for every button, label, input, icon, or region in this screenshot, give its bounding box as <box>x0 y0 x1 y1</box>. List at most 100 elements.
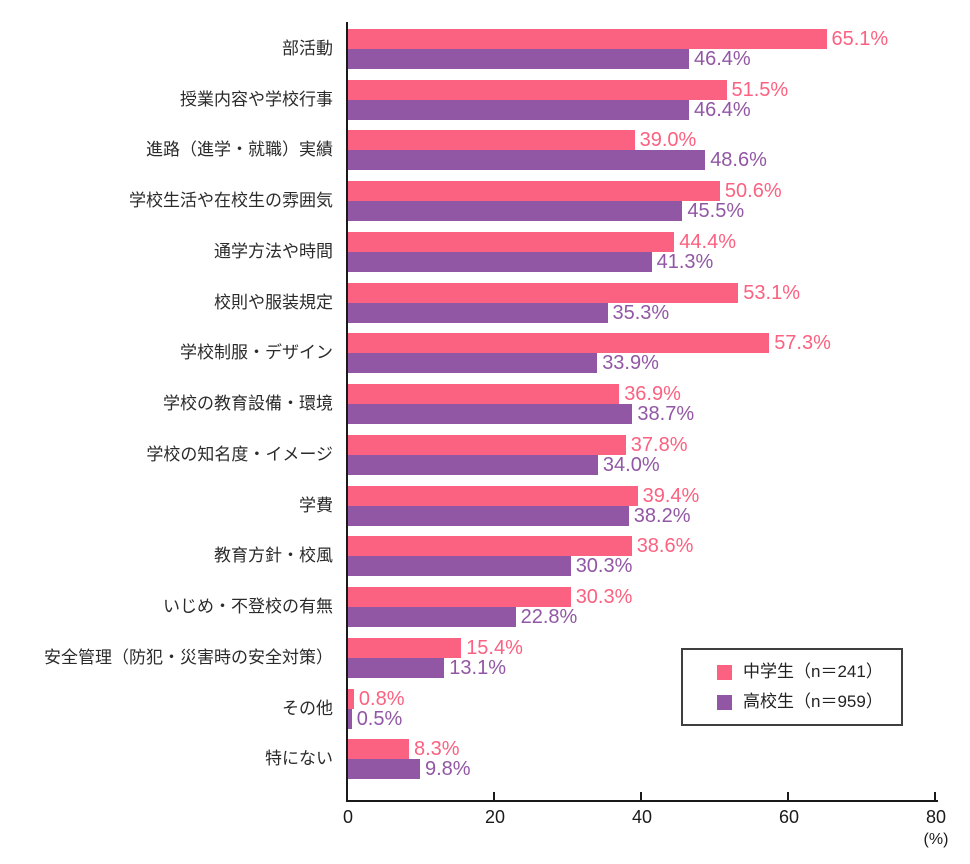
category-label: 進路（進学・就職）実績 <box>146 140 333 160</box>
bar-series-0 <box>348 384 620 405</box>
bar-line-series-0: 36.9% <box>348 383 694 406</box>
category-row: 学校の知名度・イメージ 37.8% 34.0% <box>0 430 970 481</box>
bar-series-0 <box>348 587 571 608</box>
x-axis-tick <box>640 792 642 800</box>
bar-line-series-0: 51.5% <box>348 78 789 101</box>
bar-line-series-0: 65.1% <box>348 27 889 50</box>
category-bars: 8.3% 9.8% <box>348 739 471 781</box>
bar-series-1 <box>348 302 608 323</box>
bar-line-series-0: 38.6% <box>348 535 694 558</box>
bar-line-series-0: 8.3% <box>348 739 471 760</box>
category-bars: 39.4% 38.2% <box>348 484 700 527</box>
bar-line-series-0: 0.8% <box>348 688 404 709</box>
category-label: 学費 <box>299 495 333 515</box>
x-axis-tick <box>493 792 495 800</box>
bar-line-series-0: 50.6% <box>348 180 782 203</box>
bar-line-series-1: 13.1% <box>348 656 523 679</box>
bar-line-series-1: 30.3% <box>348 555 693 578</box>
value-label-series-1: 38.2% <box>633 504 691 527</box>
value-label-series-0: 36.9% <box>624 383 681 406</box>
legend: 中学生（n＝241） 高校生（n＝959） <box>681 648 903 726</box>
bar-line-series-1: 35.3% <box>348 301 800 324</box>
value-label-series-0: 39.4% <box>642 484 700 507</box>
bar-rows: 部活動 65.1% 46.4% 授業内容や学校行事 51.5% 46.4% <box>0 24 970 785</box>
category-label: 通学方法や時間 <box>214 241 333 261</box>
value-label-series-1: 38.7% <box>637 403 695 426</box>
bar-line-series-1: 9.8% <box>348 758 471 781</box>
category-bars: 0.8% 0.5% <box>348 688 404 729</box>
bar-line-series-0: 44.4% <box>348 230 737 253</box>
bar-series-1 <box>348 99 689 120</box>
category-label: 授業内容や学校行事 <box>180 89 333 109</box>
bar-line-series-1: 38.2% <box>348 504 699 527</box>
category-bars: 53.1% 35.3% <box>348 282 800 324</box>
bar-series-0 <box>348 739 409 760</box>
value-label-series-0: 65.1% <box>831 27 889 50</box>
bar-series-0 <box>348 485 638 506</box>
bar-line-series-1: 0.5% <box>348 708 404 729</box>
legend-item-chugakusei: 中学生（n＝241） <box>717 663 901 681</box>
value-label-series-1: 9.8% <box>425 758 471 781</box>
category-label: いじめ・不登校の有無 <box>163 597 333 617</box>
value-label-series-1: 30.3% <box>575 555 633 578</box>
category-row: いじめ・不登校の有無 30.3% 22.8% <box>0 582 970 633</box>
bar-series-0 <box>348 79 727 100</box>
category-label: 学校の知名度・イメージ <box>146 444 333 464</box>
bar-line-series-1: 48.6% <box>348 149 767 172</box>
value-label-series-0: 30.3% <box>575 586 633 609</box>
category-label: 学校制服・デザイン <box>180 343 333 363</box>
category-label: その他 <box>282 698 333 718</box>
x-axis-tick <box>934 792 936 800</box>
category-label: 教育方針・校風 <box>214 546 333 566</box>
value-label-series-0: 50.6% <box>724 180 782 203</box>
bar-line-series-1: 33.9% <box>348 353 831 374</box>
legend-label-kokosei: 高校生（n＝959） <box>743 692 883 711</box>
x-axis-line <box>346 800 938 802</box>
bar-series-1 <box>348 454 598 475</box>
category-row: 通学方法や時間 44.4% 41.3% <box>0 227 970 278</box>
category-row: 学校生活や在校生の雰囲気 50.6% 45.5% <box>0 176 970 227</box>
bar-line-series-1: 46.4% <box>348 47 888 70</box>
bar-series-1 <box>348 607 516 628</box>
value-label-series-0: 15.4% <box>466 636 523 659</box>
category-row: 教育方針・校風 38.6% 30.3% <box>0 531 970 582</box>
value-label-series-1: 48.6% <box>710 149 767 172</box>
bar-series-1 <box>348 759 420 780</box>
bar-series-1 <box>348 505 629 526</box>
category-row: その他 0.8% 0.5% <box>0 683 970 734</box>
value-label-series-1: 35.3% <box>612 301 670 324</box>
bar-line-series-1: 46.4% <box>348 99 788 120</box>
x-axis-tick <box>787 792 789 800</box>
bar-line-series-0: 53.1% <box>348 282 800 303</box>
value-label-series-1: 45.5% <box>687 200 745 223</box>
category-bars: 30.3% 22.8% <box>348 586 633 629</box>
bar-series-0 <box>348 434 626 455</box>
x-axis-tick-label: 0 <box>342 807 354 827</box>
bar-series-1 <box>348 353 598 374</box>
category-row: 特にない 8.3% 9.8% <box>0 734 970 785</box>
value-label-series-0: 44.4% <box>679 230 737 253</box>
bar-series-1 <box>348 708 352 729</box>
bar-series-0 <box>348 333 770 354</box>
bar-series-0 <box>348 282 739 303</box>
value-label-series-0: 39.0% <box>639 129 697 152</box>
value-label-series-0: 38.6% <box>636 535 694 558</box>
category-row: 部活動 65.1% 46.4% <box>0 24 970 75</box>
category-row: 学費 39.4% 38.2% <box>0 480 970 531</box>
bar-line-series-0: 57.3% <box>348 333 831 354</box>
bar-line-series-1: 34.0% <box>348 454 688 475</box>
category-label: 部活動 <box>282 38 333 58</box>
category-row: 学校制服・デザイン 57.3% 33.9% <box>0 328 970 379</box>
category-row: 授業内容や学校行事 51.5% 46.4% <box>0 74 970 125</box>
category-bars: 44.4% 41.3% <box>348 230 737 272</box>
category-label: 安全管理（防犯・災害時の安全対策） <box>44 647 333 667</box>
category-row: 進路（進学・就職）実績 39.0% 48.6% <box>0 125 970 176</box>
value-label-series-1: 22.8% <box>520 606 578 629</box>
bar-series-0 <box>348 688 354 709</box>
category-bars: 65.1% 46.4% <box>348 27 889 70</box>
category-bars: 37.8% 34.0% <box>348 434 688 475</box>
value-label-series-0: 51.5% <box>731 78 789 101</box>
value-label-series-1: 46.4% <box>694 47 751 70</box>
value-label-series-1: 13.1% <box>449 656 507 679</box>
